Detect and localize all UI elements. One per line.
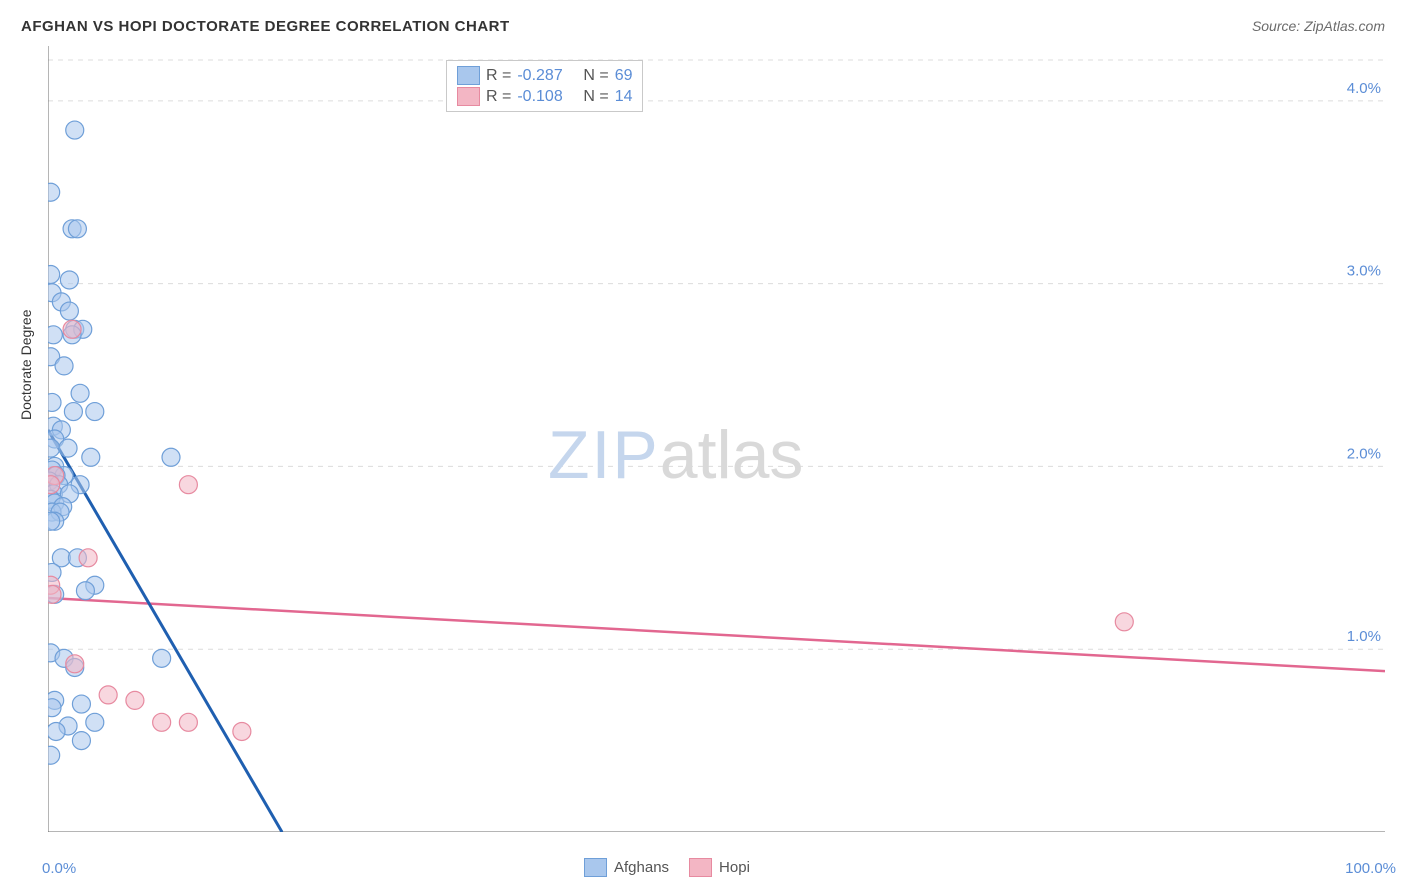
chart-area: 1.0%2.0%3.0%4.0% ZIPatlas R = -0.287 N =…: [48, 46, 1385, 832]
x-tick-max: 100.0%: [1345, 860, 1396, 877]
legend-swatch-hopi: [457, 87, 480, 106]
chart-svg: 1.0% 2.0% 3.0% 4.0%: [48, 46, 1385, 832]
legend-r-hopi: -0.108: [517, 88, 577, 106]
x-tick-min: 0.0%: [42, 860, 76, 877]
legend-label-afghans: Afghans: [614, 859, 669, 876]
chart-title: AFGHAN VS HOPI DOCTORATE DEGREE CORRELAT…: [21, 18, 510, 35]
legend-r-label: R =: [486, 88, 511, 106]
y-axis-label: Doctorate Degree: [18, 309, 34, 420]
legend-label-hopi: Hopi: [719, 859, 750, 876]
legend-n-afghans: 69: [615, 67, 633, 85]
legend-series: Afghans Hopi: [584, 858, 750, 877]
legend-correlation: R = -0.287 N = 69 R = -0.108 N = 14: [446, 60, 643, 112]
legend-row-afghans: R = -0.287 N = 69: [457, 65, 632, 86]
legend-item-hopi: Hopi: [689, 858, 750, 877]
legend-swatch-afghans-bottom: [584, 858, 607, 877]
legend-swatch-hopi-bottom: [689, 858, 712, 877]
source-label: Source: ZipAtlas.com: [1252, 18, 1385, 34]
legend-item-afghans: Afghans: [584, 858, 669, 877]
legend-n-hopi: 14: [615, 88, 633, 106]
svg-text:4.0%: 4.0%: [1347, 80, 1381, 97]
source-prefix: Source:: [1252, 18, 1304, 34]
legend-r-label: R =: [486, 67, 511, 85]
svg-text:1.0%: 1.0%: [1347, 628, 1381, 645]
svg-text:3.0%: 3.0%: [1347, 263, 1381, 280]
legend-n-label: N =: [583, 88, 608, 106]
svg-text:2.0%: 2.0%: [1347, 445, 1381, 462]
legend-n-label: N =: [583, 67, 608, 85]
legend-row-hopi: R = -0.108 N = 14: [457, 86, 632, 107]
source-name: ZipAtlas.com: [1304, 18, 1385, 34]
legend-r-afghans: -0.287: [517, 67, 577, 85]
legend-swatch-afghans: [457, 66, 480, 85]
